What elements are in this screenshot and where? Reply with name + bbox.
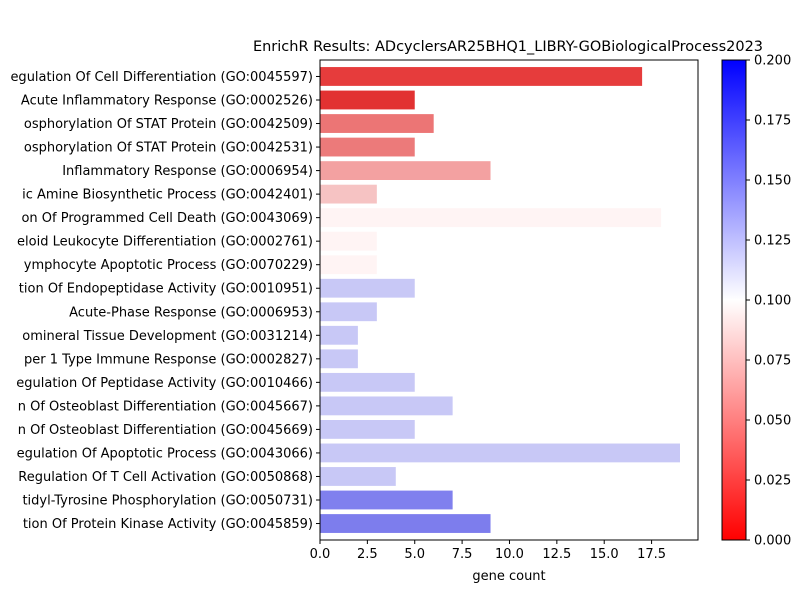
bar [320, 137, 415, 157]
y-tick-label: Regulation Of T Cell Activation (GO:0050… [18, 470, 313, 485]
y-tick-label: tidyl-Tyrosine Phosphorylation (GO:00507… [22, 494, 313, 509]
y-tick-label: n Of Osteoblast Differentiation (GO:0045… [18, 423, 313, 438]
x-tick-label: 12.5 [542, 547, 571, 562]
y-tick-label: tion Of Endopeptidase Activity (GO:00109… [19, 282, 313, 297]
colorbar-tick-label: 0.025 [754, 474, 791, 489]
x-tick-label: 0.0 [310, 547, 331, 562]
colorbar-tick-label: 0.050 [754, 414, 791, 429]
plot-frame [319, 59, 699, 541]
bar [320, 467, 396, 486]
bar [320, 161, 491, 180]
bar [320, 396, 453, 416]
bar [320, 514, 491, 533]
x-tick-label: 15.0 [590, 547, 619, 562]
y-tick-label: ymphocyte Apoptotic Process (GO:0070229) [24, 258, 313, 273]
bar [320, 67, 643, 86]
y-tick-label: eloid Leukocyte Differentiation (GO:0002… [17, 235, 313, 250]
y-tick-label: Acute Inflammatory Response (GO:0002526) [21, 94, 313, 109]
x-axis-label: gene count [472, 569, 545, 584]
y-tick-label: osphorylation Of STAT Protein (GO:004250… [24, 117, 313, 132]
y-tick-label: on Of Programmed Cell Death (GO:0043069) [21, 211, 313, 226]
colorbar [721, 59, 747, 541]
bar [320, 114, 434, 133]
colorbar-tick-label: 0.175 [754, 114, 791, 129]
bar [320, 349, 358, 369]
y-tick-label: Acute-Phase Response (GO:0006953) [69, 305, 313, 320]
colorbar-tick-label: 0.075 [754, 354, 791, 369]
y-tick-label: ic Amine Biosynthetic Process (GO:004240… [22, 188, 313, 203]
bar [320, 443, 680, 463]
y-tick-label: tion Of Protein Kinase Activity (GO:0045… [23, 517, 313, 532]
y-tick-label: egulation Of Cell Differentiation (GO:00… [10, 70, 313, 85]
y-tick-label: n Of Osteoblast Differentiation (GO:0045… [18, 399, 313, 414]
bar [320, 325, 358, 345]
colorbar-tick-label: 0.125 [754, 234, 791, 249]
bar [320, 231, 377, 251]
x-tick-label: 5.0 [404, 547, 425, 562]
x-tick-label: 2.5 [357, 547, 378, 562]
bar [320, 278, 415, 298]
colorbar-tick-label: 0.000 [754, 534, 791, 549]
colorbar-tick-label: 0.100 [754, 294, 791, 309]
x-tick-label: 17.5 [637, 547, 666, 562]
bars-group [320, 67, 680, 533]
y-tick-label: per 1 Type Immune Response (GO:0002827) [24, 352, 313, 367]
bar [320, 208, 662, 228]
y-tick-label: osphorylation Of STAT Protein (GO:004253… [24, 141, 313, 156]
bar [320, 490, 453, 510]
bar [320, 90, 415, 110]
y-tick-labels: egulation Of Cell Differentiation (GO:00… [10, 70, 320, 532]
bar [320, 302, 377, 322]
bar [320, 184, 377, 204]
y-tick-label: omineral Tissue Development (GO:0031214) [22, 329, 313, 344]
x-axis-ticks: 0.0 2.5 5.0 7.5 10.0 12.5 15.0 17.5 [310, 540, 666, 562]
bar [320, 255, 377, 275]
colorbar-tick-label: 0.150 [754, 174, 791, 189]
y-tick-label: Inflammatory Response (GO:0006954) [62, 164, 313, 179]
colorbar-ticks: 0.000 0.025 0.050 0.075 0.100 0.125 0.150 0.175… [746, 54, 791, 549]
bar [320, 372, 415, 392]
colorbar-tick-label: 0.200 [754, 54, 791, 69]
x-tick-label: 10.0 [495, 547, 524, 562]
x-tick-label: 7.5 [452, 547, 473, 562]
chart-title: EnrichR Results: ADcyclersAR25BHQ1_LIBRY… [253, 39, 763, 55]
bar [320, 420, 415, 439]
y-tick-label: egulation Of Peptidase Activity (GO:0010… [16, 376, 313, 391]
y-tick-label: egulation Of Apoptotic Process (GO:00430… [17, 446, 313, 461]
